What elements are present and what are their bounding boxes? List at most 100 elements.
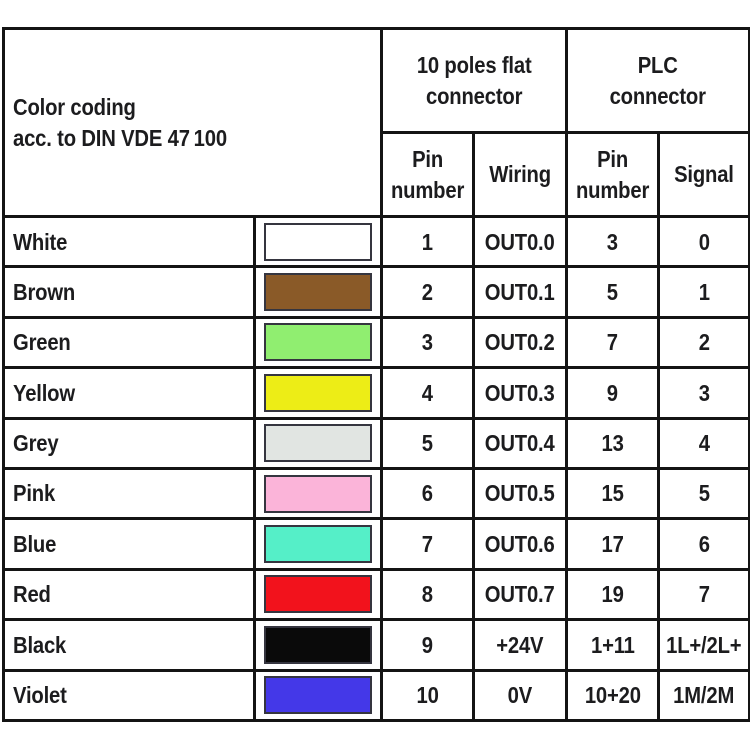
color-swatch (264, 676, 372, 715)
pin-number-cell: 3 (380, 315, 476, 370)
wiring-cell: 0V (472, 668, 569, 723)
pin-number: 3 (421, 329, 434, 356)
signal-cell: 6 (657, 517, 750, 571)
color-name-cell: Yellow (2, 366, 256, 420)
wiring-cell: OUT0.6 (472, 517, 569, 571)
wiring-cell: OUT0.3 (472, 366, 569, 420)
color-name: Violet (13, 682, 67, 709)
table-row-grey: Grey 5 OUT0.4 13 4 (2, 416, 750, 470)
color-swatch (264, 424, 372, 463)
table-row-yellow: Yellow 4 OUT0.3 9 3 (2, 366, 750, 420)
color-coding-title-cell: Color coding acc. to DIN VDE 47 100 (1, 27, 384, 218)
color-swatch (264, 373, 372, 412)
wiring-value: OUT0.1 (485, 278, 555, 305)
plc-pin-number: 1+11 (590, 631, 635, 658)
header-sub-row: Pin number Wiring Pin number Signal (4, 131, 750, 218)
color-name: Pink (13, 480, 56, 507)
table-row-brown: Brown 2 OUT0.1 5 1 (2, 265, 750, 319)
plc-pin-cell: 7 (565, 315, 661, 370)
pin-number-cell: 2 (380, 265, 476, 319)
wiring-value: OUT0.0 (485, 228, 555, 255)
pin-number: 7 (421, 530, 434, 557)
color-name: Green (13, 329, 71, 356)
pin-number: 9 (421, 631, 434, 658)
swatch-cell (252, 618, 384, 672)
table-row-white: White 1 OUT0.0 3 0 (2, 214, 750, 269)
signal-value: 0 (698, 228, 710, 255)
plc-pin-number: 13 (601, 430, 624, 457)
wiring-cell: OUT0.4 (472, 416, 569, 470)
signal-cell: 1M/2M (657, 668, 750, 723)
wiring-cell: OUT0.7 (472, 567, 569, 622)
plc-pin-cell: 17 (565, 517, 661, 571)
color-swatch (264, 273, 372, 312)
signal-value: 1 (698, 278, 710, 305)
plc-pin-cell: 13 (565, 416, 661, 470)
plc-pin-cell: 3 (565, 214, 661, 269)
pin-number-cell: 5 (380, 416, 476, 470)
signal-value: 2 (698, 329, 710, 356)
wiring-value: +24V (496, 631, 544, 658)
color-swatch (264, 323, 372, 362)
signal-cell: 0 (657, 214, 750, 269)
wiring-value: OUT0.7 (485, 581, 555, 608)
signal-value: 3 (698, 379, 710, 406)
color-name-cell: Red (2, 567, 256, 622)
plc-pin-number: 15 (601, 480, 624, 507)
wiring-value: OUT0.2 (485, 329, 555, 356)
wiring-label: Wiring (489, 161, 551, 188)
plc-connector-group-label: PLC connector (609, 52, 707, 109)
color-name: Red (13, 581, 51, 608)
pin-number-cell: 10 (380, 668, 476, 723)
pin-number-cell: 8 (380, 567, 476, 622)
signal-value: 1M/2M (673, 682, 735, 709)
swatch-cell (252, 315, 384, 370)
pin-number-cell: 9 (380, 618, 476, 672)
table-row-green: Green 3 OUT0.2 7 2 (2, 315, 750, 370)
pin-number: 4 (421, 379, 434, 406)
color-name: White (13, 228, 68, 255)
wiring-value: OUT0.4 (485, 430, 555, 457)
color-name-cell: Grey (2, 416, 256, 470)
plc-pin-number: 3 (606, 228, 619, 255)
wiring-cell: OUT0.5 (472, 466, 569, 521)
signal-cell: 4 (657, 416, 750, 470)
swatch-cell (252, 517, 384, 571)
pin-number: 6 (421, 480, 434, 507)
plc-pin-number: 5 (606, 278, 619, 305)
signal-cell: 7 (657, 567, 750, 622)
color-name: Brown (13, 278, 76, 305)
color-swatch (264, 625, 372, 664)
pin-number-cell: 7 (380, 517, 476, 571)
plc-pin-cell: 19 (565, 567, 661, 622)
signal-cell: 5 (657, 466, 750, 521)
plc-connector-group-header: PLC connector (565, 27, 750, 134)
plc-pin-number: 7 (606, 329, 619, 356)
wiring-header: Wiring (472, 131, 569, 218)
color-name-cell: Black (2, 618, 256, 672)
table-row-blue: Blue 7 OUT0.6 17 6 (2, 517, 750, 571)
plc-pin-cell: 10+20 (565, 668, 661, 723)
table-row-pink: Pink 6 OUT0.5 15 5 (2, 466, 750, 521)
color-swatch (264, 525, 372, 564)
pin-number: 5 (421, 430, 434, 457)
signal-label: Signal (674, 161, 734, 188)
wiring-value: OUT0.3 (485, 379, 555, 406)
signal-cell: 3 (657, 366, 750, 420)
color-swatch (264, 474, 372, 513)
pin-number-cell: 4 (380, 366, 476, 420)
swatch-cell (252, 567, 384, 622)
plc-pin-cell: 15 (565, 466, 661, 521)
header-group-row: Color coding acc. to DIN VDE 47 100 10 p… (1, 27, 750, 218)
signal-value: 5 (698, 480, 710, 507)
signal-cell: 1L+/2L+ (657, 618, 750, 672)
swatch-cell (252, 366, 384, 420)
plc-pin-number: 9 (606, 379, 619, 406)
color-name: Black (13, 631, 67, 658)
color-swatch (264, 575, 372, 614)
signal-cell: 1 (657, 265, 750, 319)
wiring-value: 0V (507, 682, 533, 709)
color-name-cell: Brown (2, 265, 256, 319)
wiring-cell: OUT0.1 (472, 265, 569, 319)
